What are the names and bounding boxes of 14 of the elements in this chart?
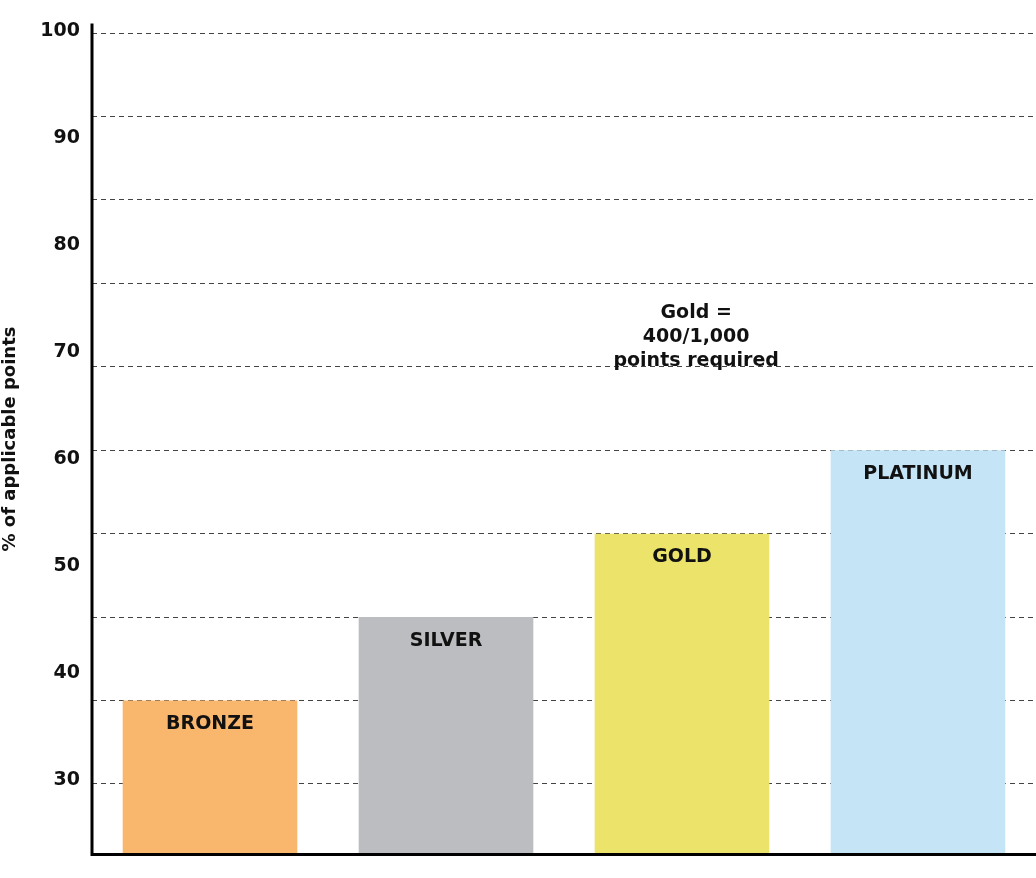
y-tick-label: 70 bbox=[53, 338, 80, 361]
y-tick-label: 80 bbox=[53, 231, 80, 254]
y-tick-label: 100 bbox=[40, 17, 80, 40]
annotation: Gold = 400/1,000 points required bbox=[613, 300, 779, 371]
x-tick-label: GOLD bbox=[652, 544, 712, 567]
x-tick-label: PLATINUM bbox=[863, 460, 973, 483]
y-tick-label: 30 bbox=[53, 766, 80, 789]
x-tick-label: BRONZE bbox=[166, 710, 254, 733]
y-tick-label: 50 bbox=[53, 552, 80, 575]
y-axis-title: % of applicable points bbox=[0, 326, 20, 552]
x-tick-label: SILVER bbox=[409, 627, 483, 650]
y-tick-label: 90 bbox=[53, 124, 80, 147]
y-tick-label: 40 bbox=[53, 659, 80, 682]
y-tick-label: 60 bbox=[53, 445, 80, 468]
